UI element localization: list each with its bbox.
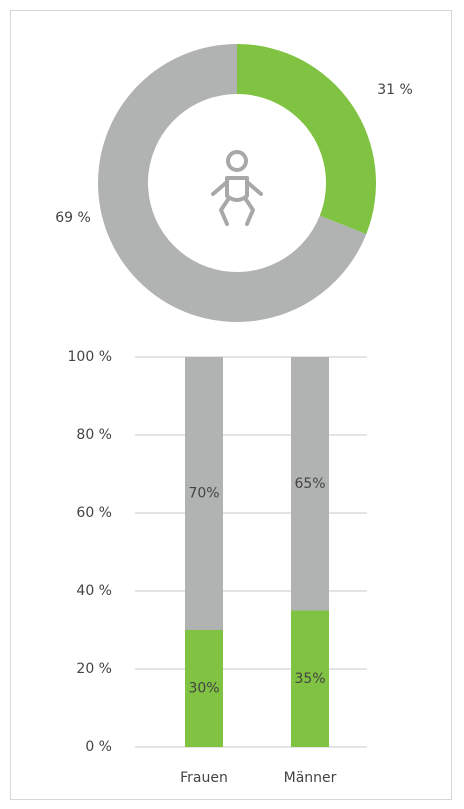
pie-slice [98, 44, 367, 322]
y-tick-label: 20 % [76, 661, 112, 677]
bar-segment [185, 630, 223, 747]
y-tick-label: 40 % [76, 583, 112, 599]
bar-value-label: 70% [188, 486, 219, 502]
bar-segment [185, 357, 223, 630]
frame [10, 10, 452, 800]
x-tick-label: Männer [284, 770, 337, 786]
donut-chart: 31 % 69 % [55, 44, 413, 322]
y-tick-label: 80 % [76, 427, 112, 443]
slice-label: 69 % [55, 210, 91, 226]
bar-segment [291, 610, 329, 747]
y-tick-label: 0 % [85, 739, 112, 755]
bar-chart: 0 % 20 % 40 % 60 % 80 % 100 % 30% 70% Frauen 35% 6… [68, 349, 367, 786]
x-tick-label: Frauen [180, 770, 228, 786]
bar-value-label: 35% [294, 671, 325, 687]
pie-slice [237, 44, 376, 235]
y-tick-label: 60 % [76, 505, 112, 521]
bar-segment [291, 357, 329, 611]
y-tick-label: 100 % [68, 349, 112, 365]
slice-label: 31 % [377, 82, 413, 98]
baby-icon [211, 150, 263, 226]
bar-value-label: 30% [188, 681, 219, 697]
bar-value-label: 65% [294, 476, 325, 492]
